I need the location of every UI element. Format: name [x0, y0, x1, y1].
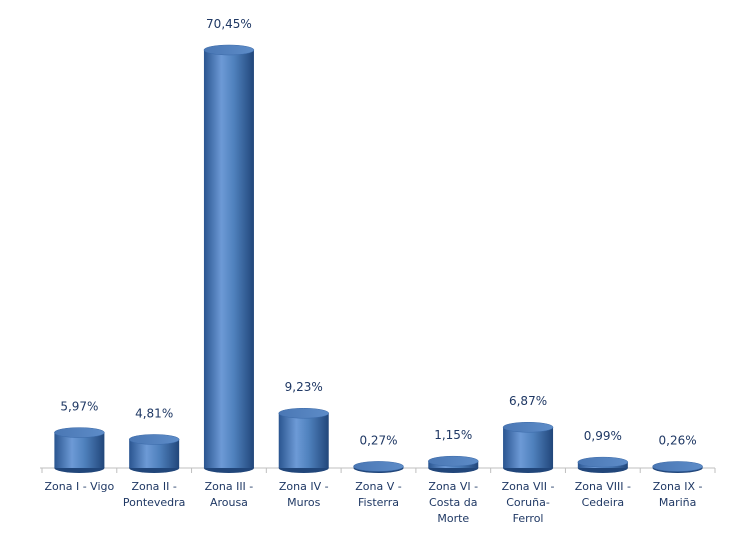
x-tick-label: Zona I - Vigo: [44, 480, 115, 493]
bar: [577, 456, 629, 473]
x-tick-label: Zona V - Fisterra: [355, 480, 402, 509]
bar-top: [278, 407, 329, 419]
x-tick-label: Zona II - Pontevedra: [122, 480, 186, 509]
bar: [203, 44, 255, 473]
x-tick-label: Zona VI - Costa da Morte: [428, 480, 479, 525]
bar: [502, 421, 554, 473]
bar-top: [353, 461, 404, 472]
value-label: 9,23%: [285, 380, 323, 394]
bar: [278, 407, 329, 473]
bar: [353, 461, 404, 473]
x-tick-label: Zona IX - Mariña: [652, 480, 703, 509]
bar-body: [203, 50, 254, 468]
bar-body: [503, 427, 554, 468]
bar-top: [428, 455, 479, 467]
value-label: 1,15%: [434, 428, 472, 442]
value-label: 6,87%: [509, 394, 547, 408]
bar: [428, 455, 479, 473]
bar-top: [502, 421, 554, 433]
value-label: 4,81%: [135, 406, 173, 420]
bar-top: [577, 456, 629, 468]
x-tick-label: Zona VIII - Cedeira: [574, 480, 631, 509]
value-label: 5,97%: [60, 400, 98, 414]
value-label: 0,27%: [359, 433, 397, 447]
bar: [652, 461, 703, 473]
bar-top: [652, 461, 703, 472]
bar-body: [278, 413, 329, 468]
value-label: 70,45%: [206, 17, 252, 31]
x-tick-label: Zona VII - Coruña-Ferrol: [501, 480, 555, 525]
value-label: 0,26%: [659, 433, 697, 447]
bar-top: [128, 434, 180, 445]
bar-top: [203, 44, 255, 56]
bar-top: [54, 427, 105, 438]
bar: [128, 434, 180, 473]
x-tick-label: Zona III - Arousa: [204, 480, 254, 509]
value-label: 0,99%: [584, 429, 622, 443]
bar-body: [54, 432, 105, 468]
bar: [54, 427, 105, 473]
x-tick-label: Zona IV - Muros: [278, 480, 329, 509]
